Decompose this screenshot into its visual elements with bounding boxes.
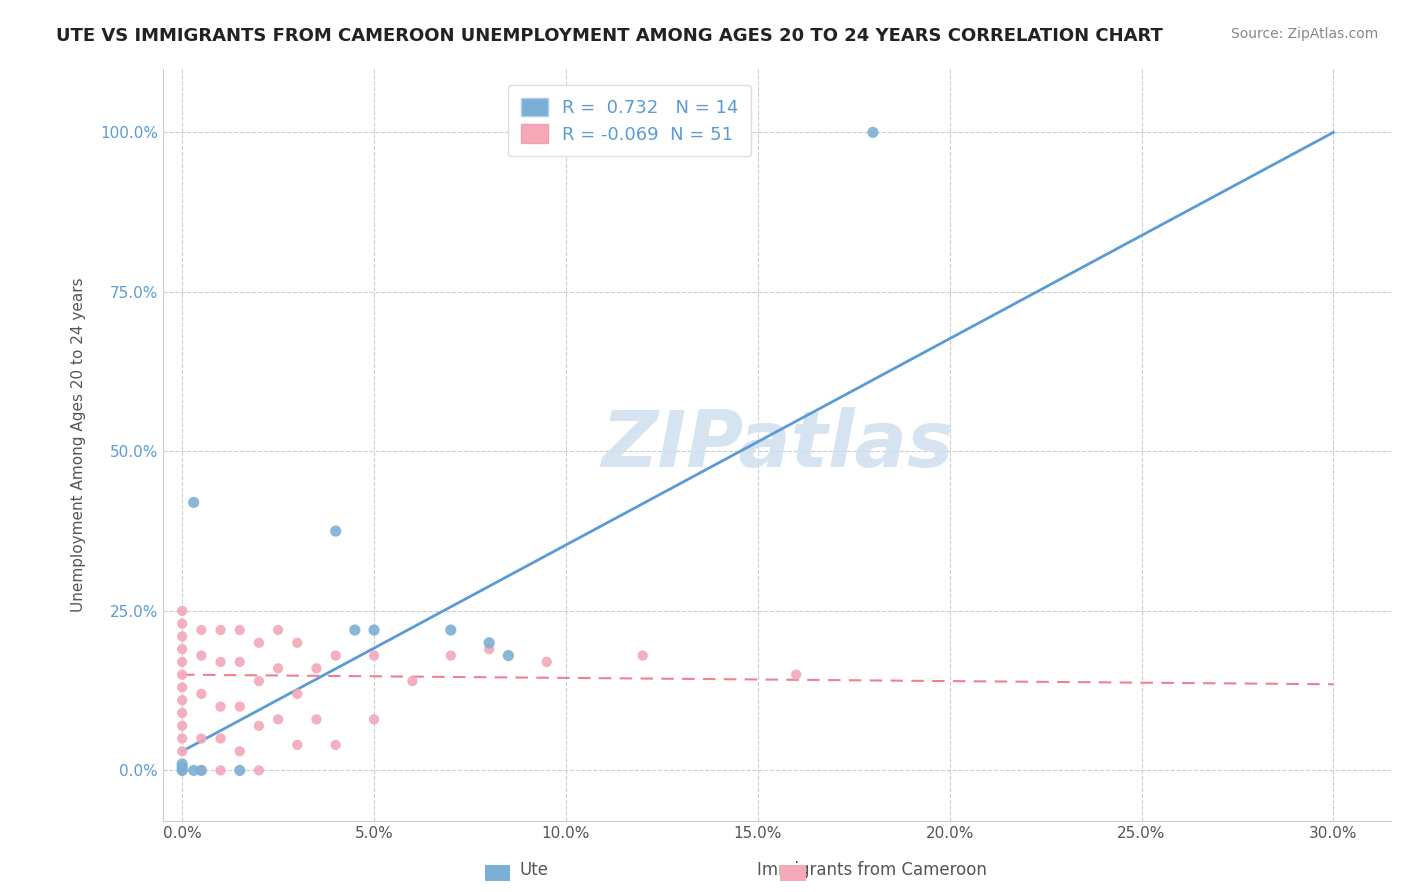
Point	[247, 764, 270, 778]
Point	[785, 667, 807, 681]
Point	[172, 642, 194, 657]
Point	[172, 764, 194, 778]
Point	[305, 661, 328, 675]
Point	[247, 674, 270, 689]
Point	[478, 636, 501, 650]
Point	[172, 655, 194, 669]
Text: Immigrants from Cameroon: Immigrants from Cameroon	[756, 861, 987, 879]
Text: Source: ZipAtlas.com: Source: ZipAtlas.com	[1230, 27, 1378, 41]
Point	[440, 623, 463, 637]
Point	[401, 674, 423, 689]
Point	[172, 681, 194, 695]
Point	[172, 719, 194, 733]
Point	[536, 655, 558, 669]
Point	[363, 712, 385, 726]
Point	[190, 764, 212, 778]
Point	[190, 731, 212, 746]
Point	[209, 731, 232, 746]
Y-axis label: Unemployment Among Ages 20 to 24 years: Unemployment Among Ages 20 to 24 years	[72, 277, 86, 612]
Point	[183, 764, 205, 778]
Point	[183, 495, 205, 509]
Point	[478, 642, 501, 657]
Point	[325, 524, 347, 538]
Text: ZIPatlas: ZIPatlas	[600, 407, 953, 483]
Point	[267, 623, 290, 637]
Point	[229, 623, 252, 637]
Point	[631, 648, 654, 663]
Point	[285, 687, 308, 701]
Point	[229, 655, 252, 669]
Point	[363, 648, 385, 663]
Point	[172, 706, 194, 720]
Point	[440, 648, 463, 663]
Point	[172, 757, 194, 772]
Point	[247, 636, 270, 650]
Point	[325, 648, 347, 663]
Point	[267, 661, 290, 675]
Point	[229, 744, 252, 758]
Point	[229, 699, 252, 714]
Point	[498, 648, 520, 663]
Point	[229, 764, 252, 778]
Point	[172, 764, 194, 778]
Point	[172, 764, 194, 778]
Text: UTE VS IMMIGRANTS FROM CAMEROON UNEMPLOYMENT AMONG AGES 20 TO 24 YEARS CORRELATI: UTE VS IMMIGRANTS FROM CAMEROON UNEMPLOY…	[56, 27, 1163, 45]
Point	[363, 623, 385, 637]
Point	[209, 699, 232, 714]
Point	[190, 623, 212, 637]
Point	[190, 764, 212, 778]
Text: Ute: Ute	[520, 861, 548, 879]
Point	[172, 616, 194, 631]
Point	[862, 125, 884, 139]
Point	[172, 667, 194, 681]
Point	[172, 604, 194, 618]
Point	[285, 636, 308, 650]
Point	[172, 744, 194, 758]
Point	[209, 764, 232, 778]
Point	[209, 655, 232, 669]
Point	[325, 738, 347, 752]
Legend: R =  0.732   N = 14, R = -0.069  N = 51: R = 0.732 N = 14, R = -0.069 N = 51	[508, 85, 751, 156]
Point	[285, 738, 308, 752]
Point	[172, 731, 194, 746]
Point	[267, 712, 290, 726]
Point	[305, 712, 328, 726]
Point	[209, 623, 232, 637]
Point	[190, 687, 212, 701]
Point	[172, 693, 194, 707]
Point	[190, 648, 212, 663]
Point	[172, 629, 194, 643]
Point	[247, 719, 270, 733]
Point	[172, 760, 194, 774]
Point	[343, 623, 366, 637]
Point	[172, 764, 194, 778]
